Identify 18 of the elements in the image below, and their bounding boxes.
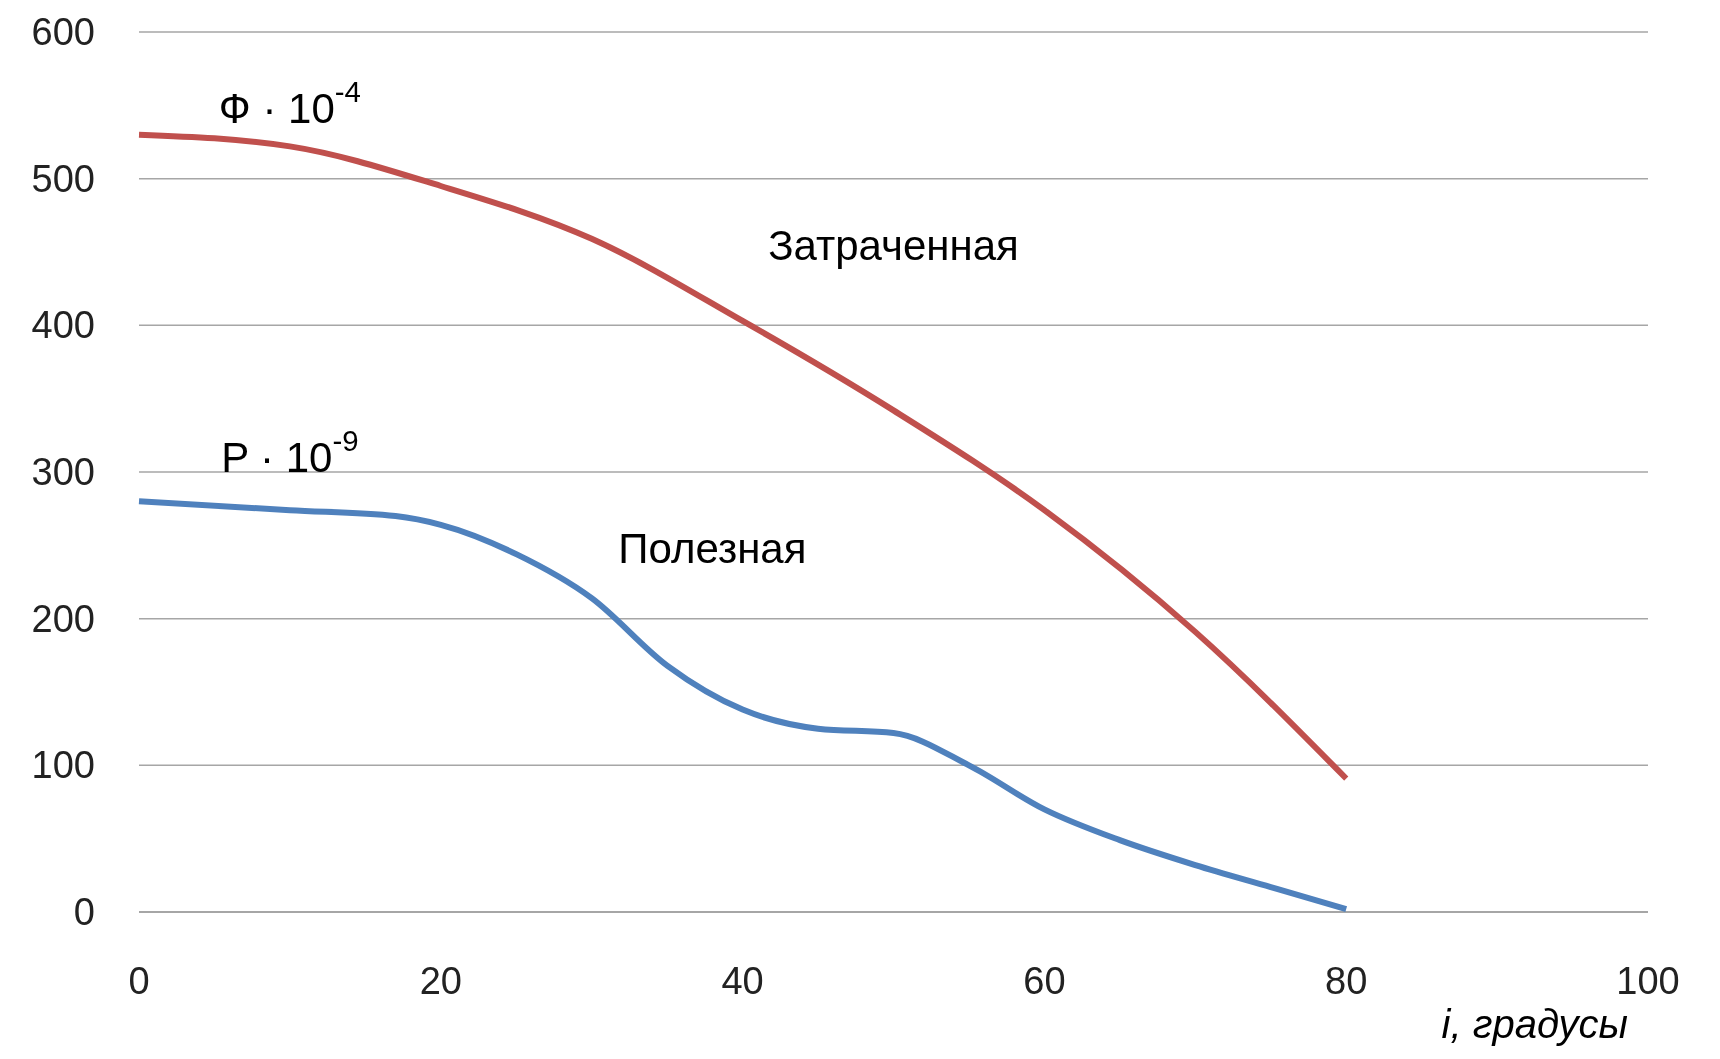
x-tick-label: 40 (721, 960, 764, 1002)
annotation: Затраченная (768, 221, 1019, 269)
y-tick-label: 0 (73, 891, 95, 933)
x-tick-label: 20 (419, 960, 462, 1002)
y-tick-label: 500 (31, 157, 95, 200)
y-tick-label: 400 (31, 304, 95, 347)
x-tick-label: 60 (1023, 960, 1066, 1002)
x-tick-label: 80 (1325, 960, 1368, 1002)
annotation: P · 10$^{-9}$ (221, 424, 359, 481)
y-tick-label: 200 (31, 597, 95, 640)
x-tick-label: 100 (1616, 960, 1680, 1002)
annotation: Ф · 10$^{-4}$ (218, 75, 361, 132)
y-tick-label: 100 (31, 744, 95, 787)
x-axis-title: i, градусы (1441, 1002, 1628, 1046)
y-tick-label: 600 (31, 11, 95, 53)
x-tick-label: 0 (128, 960, 150, 1002)
annotation: Полезная (618, 524, 807, 572)
y-tick-label: 300 (31, 451, 95, 493)
